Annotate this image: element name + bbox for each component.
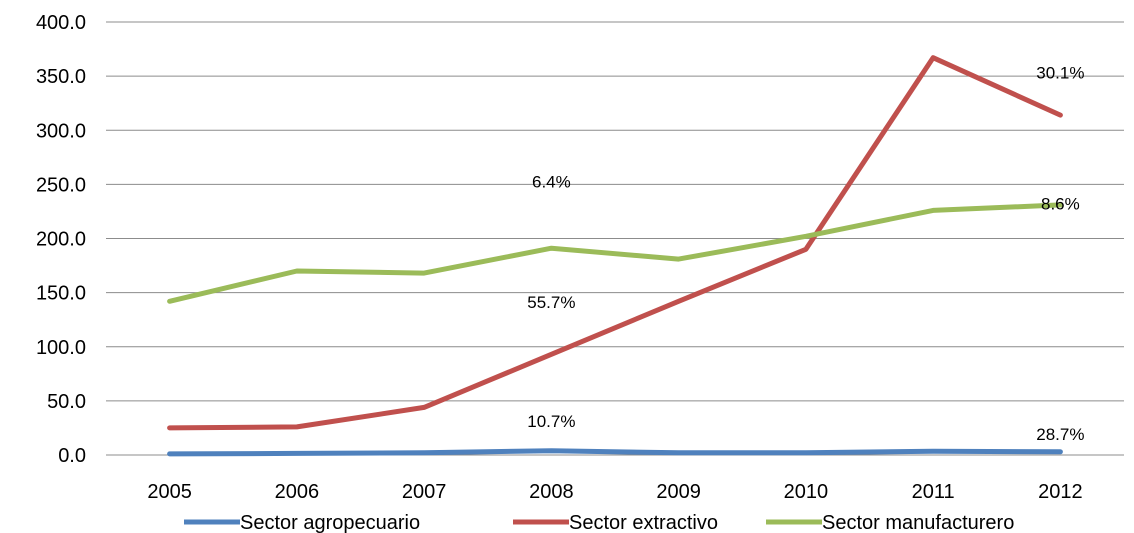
y-tick-label: 200.0 xyxy=(36,229,86,251)
y-axis-tick-labels: 0.0 50.0 100.0 150.0 200.0 250.0 300.0 350.0 400… xyxy=(36,12,86,467)
y-tick-label: 350.0 xyxy=(36,66,86,88)
legend-label: Sector manufacturero xyxy=(822,512,1014,533)
y-tick-label: 0.0 xyxy=(58,445,86,467)
x-tick-label: 2007 xyxy=(402,481,447,503)
annotations: 6.4% 55.7% 10.7% 30.1% 8.6% 28.7% xyxy=(527,63,1084,444)
annotation-label: 6.4% xyxy=(532,173,571,192)
x-tick-label: 2005 xyxy=(147,481,192,503)
series-line xyxy=(167,202,1063,304)
x-tick-label: 2009 xyxy=(656,481,701,503)
annotation-label: 55.7% xyxy=(527,293,575,312)
y-tick-label: 100.0 xyxy=(36,337,86,359)
x-axis-tick-labels: 2005 2006 2007 2008 2009 2010 2011 2012 xyxy=(147,481,1082,503)
y-tick-label: 50.0 xyxy=(47,391,86,413)
y-tick-label: 400.0 xyxy=(36,12,86,34)
gridlines xyxy=(106,21,1124,456)
y-tick-label: 150.0 xyxy=(36,283,86,305)
series-line xyxy=(167,448,1063,457)
annotation-label: 8.6% xyxy=(1041,194,1080,213)
x-tick-label: 2008 xyxy=(529,481,574,503)
series-line xyxy=(167,55,1063,431)
annotation-label: 28.7% xyxy=(1036,425,1084,444)
legend-label: Sector extractivo xyxy=(569,512,718,533)
x-tick-label: 2010 xyxy=(784,481,829,503)
x-tick-label: 2012 xyxy=(1038,481,1083,503)
x-tick-label: 2006 xyxy=(275,481,320,503)
annotation-label: 30.1% xyxy=(1036,63,1084,82)
legend-label: Sector agropecuario xyxy=(240,512,420,533)
y-tick-label: 250.0 xyxy=(36,174,86,196)
y-tick-label: 300.0 xyxy=(36,120,86,142)
x-tick-label: 2011 xyxy=(912,481,955,503)
data-series xyxy=(167,55,1063,457)
legend: Sector agropecuario Sector extractivo Sect… xyxy=(184,512,1014,533)
annotation-label: 10.7% xyxy=(527,412,575,431)
